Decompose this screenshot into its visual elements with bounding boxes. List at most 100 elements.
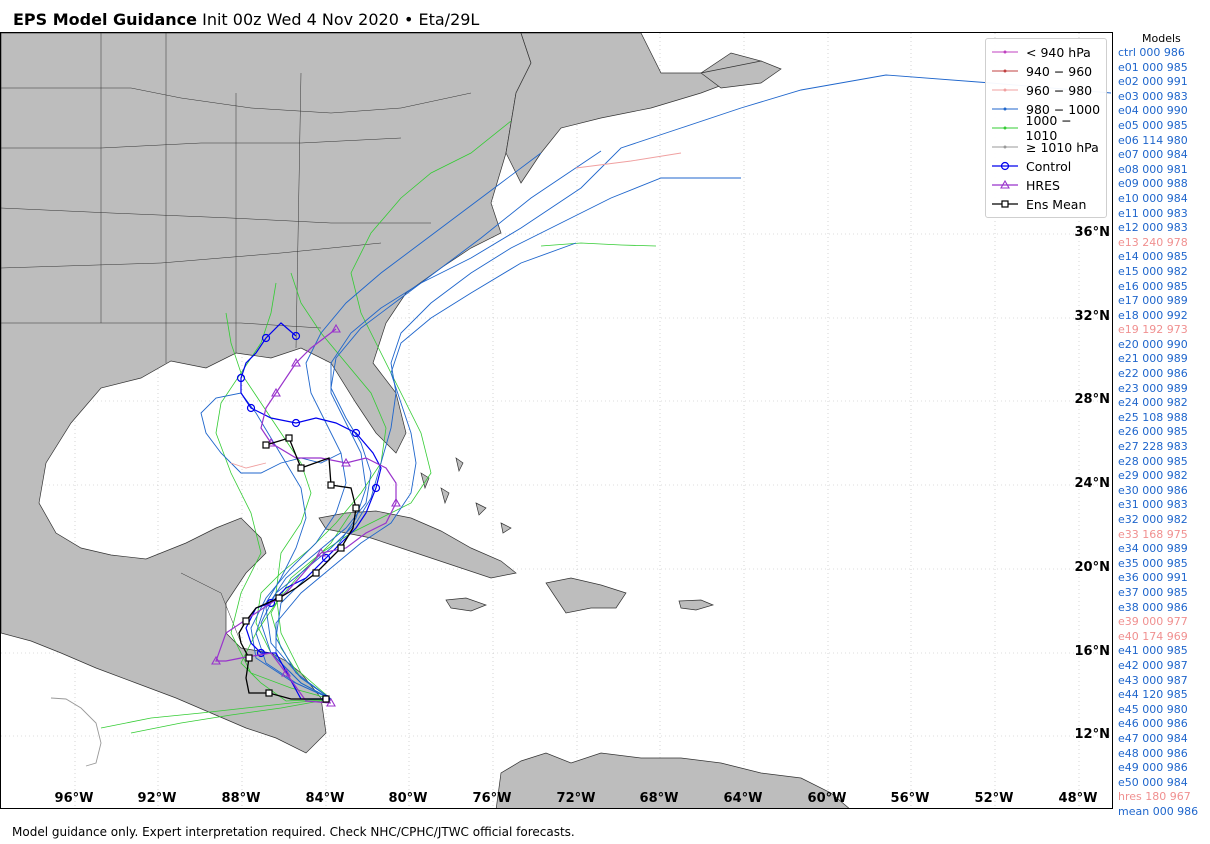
legend-item-ens-mean: Ens Mean bbox=[992, 195, 1086, 213]
legend-item-980-1000: 980 − 1000 bbox=[992, 100, 1100, 118]
legend-item-960-980: 960 − 980 bbox=[992, 81, 1092, 99]
model-entry: e42 000 987 bbox=[1118, 658, 1188, 672]
map-canvas bbox=[1, 33, 1112, 808]
track-grey bbox=[50, 697, 102, 767]
track-pink bbox=[230, 152, 682, 469]
lon-label-96: 96°W bbox=[54, 791, 94, 806]
footer-disclaimer: Model guidance only. Expert interpretati… bbox=[12, 825, 575, 839]
track-hres bbox=[215, 328, 397, 704]
lon-label-56: 56°W bbox=[890, 791, 930, 806]
legend-label: 940 − 960 bbox=[1026, 63, 1093, 79]
model-entry: e39 000 977 bbox=[1118, 615, 1188, 629]
models-title: Models bbox=[1142, 32, 1181, 45]
model-entry: mean 000 986 bbox=[1118, 804, 1199, 818]
lon-label-52: 52°W bbox=[974, 791, 1014, 806]
lat-label-36: 36°N bbox=[1074, 225, 1110, 240]
track-map[interactable] bbox=[0, 32, 1113, 809]
lat-label-20: 20°N bbox=[1074, 560, 1110, 575]
legend-item-lt940: < 940 hPa bbox=[992, 43, 1091, 61]
model-entry: e27 228 983 bbox=[1118, 440, 1188, 454]
model-entry: e06 114 980 bbox=[1118, 133, 1188, 147]
model-entry: e17 000 989 bbox=[1118, 294, 1188, 308]
square-marker-icon bbox=[992, 200, 1018, 208]
model-entry: e04 000 990 bbox=[1118, 104, 1188, 118]
mean-markers bbox=[242, 434, 360, 703]
legend-label: 980 − 1000 bbox=[1026, 101, 1101, 117]
model-entry: e22 000 986 bbox=[1118, 367, 1188, 381]
model-entry: e26 000 985 bbox=[1118, 425, 1188, 439]
lon-label-68: 68°W bbox=[639, 791, 679, 806]
lon-label-76: 76°W bbox=[472, 791, 512, 806]
legend-label: 960 − 980 bbox=[1026, 82, 1093, 98]
model-entry: e11 000 983 bbox=[1118, 206, 1188, 220]
lon-label-88: 88°W bbox=[221, 791, 261, 806]
legend-line-icon bbox=[992, 50, 1018, 54]
model-entry: e16 000 985 bbox=[1118, 279, 1188, 293]
model-entry: e20 000 990 bbox=[1118, 337, 1188, 351]
model-entry: e24 000 982 bbox=[1118, 396, 1188, 410]
model-entry: e43 000 987 bbox=[1118, 673, 1188, 687]
lon-label-92: 92°W bbox=[137, 791, 177, 806]
model-entry: ctrl 000 986 bbox=[1118, 46, 1185, 59]
legend-label: < 940 hPa bbox=[1026, 44, 1091, 60]
legend-item-control: Control bbox=[992, 157, 1071, 175]
landmass bbox=[1, 33, 850, 808]
circle-marker-icon bbox=[992, 161, 1018, 171]
lon-label-84: 84°W bbox=[305, 791, 345, 806]
model-entry: e44 120 985 bbox=[1118, 688, 1188, 702]
model-entry: e36 000 991 bbox=[1118, 571, 1188, 585]
model-entry: e21 000 989 bbox=[1118, 352, 1188, 366]
legend-label: ≥ 1010 hPa bbox=[1026, 139, 1099, 155]
lat-label-24: 24°N bbox=[1074, 476, 1110, 491]
model-entry: e47 000 984 bbox=[1118, 731, 1188, 745]
model-entry: e31 000 983 bbox=[1118, 498, 1188, 512]
model-entry: e10 000 984 bbox=[1118, 191, 1188, 205]
model-entry: e12 000 983 bbox=[1118, 221, 1188, 235]
model-entry: e03 000 983 bbox=[1118, 89, 1188, 103]
tracks-blue bbox=[200, 74, 1112, 700]
lat-label-32: 32°N bbox=[1074, 309, 1110, 324]
lon-label-60: 60°W bbox=[807, 791, 847, 806]
model-entry: e49 000 986 bbox=[1118, 761, 1188, 775]
legend-item-ge1010: ≥ 1010 hPa bbox=[992, 138, 1099, 156]
model-entry: e14 000 985 bbox=[1118, 250, 1188, 264]
track-mean bbox=[238, 437, 357, 700]
model-entry: e01 000 985 bbox=[1118, 60, 1188, 74]
borders bbox=[1, 33, 472, 644]
legend-line-icon bbox=[992, 88, 1018, 92]
legend-item-940-960: 940 − 960 bbox=[992, 62, 1092, 80]
legend-label: 1000 − 1010 bbox=[1025, 113, 1072, 143]
model-entry: e18 000 992 bbox=[1118, 308, 1188, 322]
lon-label-80: 80°W bbox=[388, 791, 428, 806]
model-entry: e13 240 978 bbox=[1118, 235, 1188, 249]
lat-label-16: 16°N bbox=[1074, 644, 1110, 659]
lon-label-72: 72°W bbox=[556, 791, 596, 806]
model-entry: e41 000 985 bbox=[1118, 644, 1188, 658]
graticule bbox=[1, 33, 1112, 808]
lat-label-28: 28°N bbox=[1074, 392, 1110, 407]
model-entry: e25 108 988 bbox=[1118, 410, 1188, 424]
model-entry: e50 000 984 bbox=[1118, 775, 1188, 789]
legend-line-icon bbox=[992, 107, 1018, 111]
model-entry: e32 000 982 bbox=[1118, 513, 1188, 526]
model-entry: e15 000 982 bbox=[1118, 264, 1188, 278]
model-entry: e45 000 980 bbox=[1118, 702, 1188, 716]
model-entry: e46 000 986 bbox=[1118, 717, 1188, 731]
model-entry: e48 000 986 bbox=[1118, 746, 1188, 760]
lon-label-64: 64°W bbox=[723, 791, 763, 806]
model-entry: e37 000 985 bbox=[1118, 585, 1188, 599]
legend-label: HRES bbox=[1026, 177, 1060, 193]
model-entry: e05 000 985 bbox=[1118, 118, 1188, 132]
lon-label-48: 48°W bbox=[1058, 791, 1098, 806]
title-rest: Init 00z Wed 4 Nov 2020 • Eta/29L bbox=[202, 10, 480, 29]
model-entry: e23 000 989 bbox=[1118, 381, 1188, 395]
legend-line-icon bbox=[992, 126, 1018, 130]
model-entry: e19 192 973 bbox=[1118, 323, 1188, 337]
model-entry: e30 000 986 bbox=[1118, 483, 1188, 497]
legend-item-hres: HRES bbox=[992, 176, 1060, 194]
model-entry: e40 174 969 bbox=[1118, 629, 1188, 643]
legend-line-icon bbox=[992, 145, 1018, 149]
model-entry: e29 000 982 bbox=[1118, 469, 1188, 483]
model-entry: e02 000 991 bbox=[1118, 75, 1188, 89]
model-entry: e08 000 981 bbox=[1118, 162, 1188, 176]
